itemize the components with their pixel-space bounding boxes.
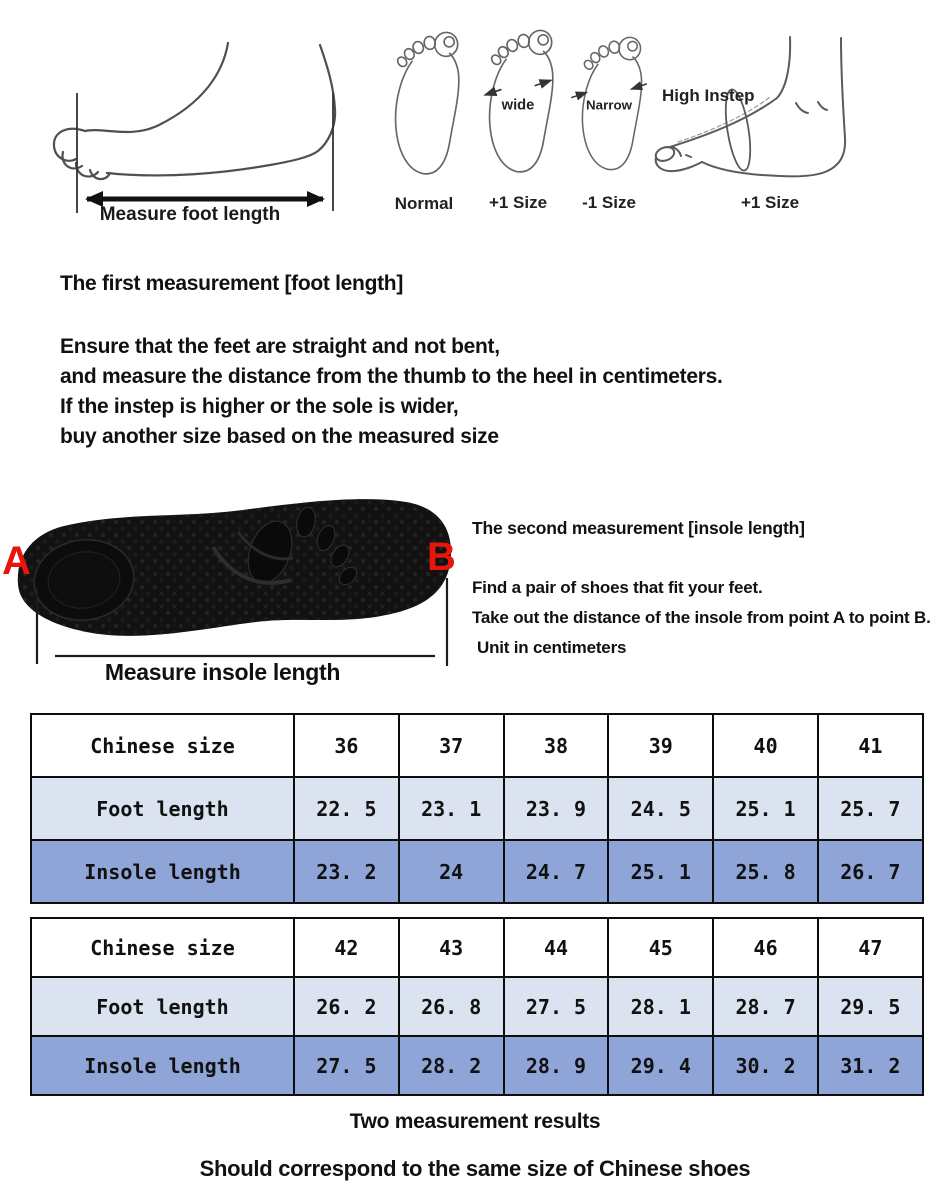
foot-length-arrow [85,191,325,207]
table-row-insole-length: Insole length 27. 5 28. 2 28. 9 29. 4 30. 2 31… [30,1035,924,1096]
narrow-annotation: Narrow [586,98,633,113]
value-cell: 25. 7 [816,776,924,841]
value-cell: 44 [502,917,610,978]
sole-normal-label: Normal [394,194,454,213]
value-cell: 31. 2 [816,1035,924,1096]
row-label-cell: Foot length [30,776,295,841]
value-cell: 28. 2 [397,1035,505,1096]
insole-photo-illustration [17,499,452,666]
footer-correspond-line: Should correspond to the same size of Ch… [199,1156,751,1181]
value-cell: 25. 1 [712,776,819,841]
value-cell: 24 [397,839,505,904]
second-measurement-line: Take out the distance of the insole from… [472,608,931,627]
row-label-cell: Insole length [30,1035,295,1096]
sole-wide-label: +1 Size [488,193,548,212]
value-cell: 36 [293,713,400,778]
insole-point-b: B [427,535,456,579]
wide-annotation: wide [501,98,535,114]
value-cell: 23. 1 [397,776,505,841]
value-cell: 26. 7 [816,839,924,904]
value-cell: 38 [502,713,610,778]
sole-normal-illustration [394,31,460,175]
value-cell: 26. 2 [293,976,400,1037]
measure-insole-length-label: Measure insole length [104,659,341,685]
paragraph-line: and measure the distance from the thumb … [60,365,723,388]
footer-results-line: Two measurement results [349,1110,601,1133]
value-cell: 26. 8 [397,976,505,1037]
row-label-cell: Foot length [30,976,295,1037]
instep-tape-loop [724,88,752,172]
value-cell: 22. 5 [293,776,400,841]
value-cell: 41 [816,713,924,778]
value-cell: 29. 4 [607,1035,715,1096]
table-row-chinese-size: Chinese size 42 43 44 45 46 47 [30,917,924,978]
paragraph-line: buy another size based on the measured s… [60,425,499,448]
table-row-insole-length: Insole length 23. 2 24 24. 7 25. 1 25. 8 26. 7 [30,839,924,904]
paragraph-line: Ensure that the feet are straight and no… [60,335,500,358]
paragraph-line: If the instep is higher or the sole is w… [60,395,459,418]
narrow-arrows [570,81,648,101]
table-row-foot-length: Foot length 22. 5 23. 1 23. 9 24. 5 25. 1 25. … [30,776,924,841]
second-measurement-line: Find a pair of shoes that fit your feet. [472,578,763,597]
value-cell: 24. 5 [607,776,715,841]
value-cell: 27. 5 [502,976,610,1037]
value-cell: 45 [607,917,715,978]
high-instep-label: +1 Size [740,193,800,212]
table-row-foot-length: Foot length 26. 2 26. 8 27. 5 28. 1 28. 7 29. … [30,976,924,1037]
value-cell: 28. 9 [502,1035,610,1096]
sole-wide-illustration: wide [483,29,554,173]
foot-side-view-illustration [52,41,337,213]
value-cell: 25. 1 [607,839,715,904]
value-cell: 29. 5 [816,976,924,1037]
insole-measure-lines [35,578,449,666]
insole-point-a: A [2,539,31,583]
value-cell: 25. 8 [712,839,819,904]
value-cell: 43 [397,917,505,978]
value-cell: 30. 2 [712,1035,819,1096]
measure-foot-length-label: Measure foot length [99,204,281,225]
first-measurement-title: The first measurement [foot length] [60,272,404,295]
insole-toe-emboss [211,506,358,586]
row-label-cell: Insole length [30,839,295,904]
value-cell: 27. 5 [293,1035,400,1096]
sole-narrow-illustration: Narrow [570,36,648,171]
value-cell: 28. 1 [607,976,715,1037]
second-measurement-title: The second measurement [insole length] [472,518,805,538]
second-measurement-line: Unit in centimeters [477,638,627,657]
table-row-chinese-size: Chinese size 36 37 38 39 40 41 [30,713,924,778]
value-cell: 46 [712,917,819,978]
value-cell: 28. 7 [712,976,819,1037]
first-measurement-paragraph: Ensure that the feet are straight and no… [60,332,723,452]
high-instep-annotation: High Instep [662,86,755,105]
sole-narrow-label: -1 Size [582,193,636,212]
size-table-42-47: Chinese size 42 43 44 45 46 47 Foot length 26. 2… [30,917,924,1096]
size-table-36-41: Chinese size 36 37 38 39 40 41 Foot length 22. 5… [30,713,924,904]
high-instep-illustration [654,36,847,178]
value-cell: 40 [712,713,819,778]
value-cell: 23. 9 [502,776,610,841]
value-cell: 47 [816,917,924,978]
foot-length-guide-lines [76,93,334,213]
value-cell: 39 [607,713,715,778]
row-label-cell: Chinese size [30,713,295,778]
row-label-cell: Chinese size [30,917,295,978]
value-cell: 42 [293,917,400,978]
value-cell: 37 [397,713,505,778]
wide-arrows [483,79,553,97]
value-cell: 23. 2 [293,839,400,904]
value-cell: 24. 7 [502,839,610,904]
